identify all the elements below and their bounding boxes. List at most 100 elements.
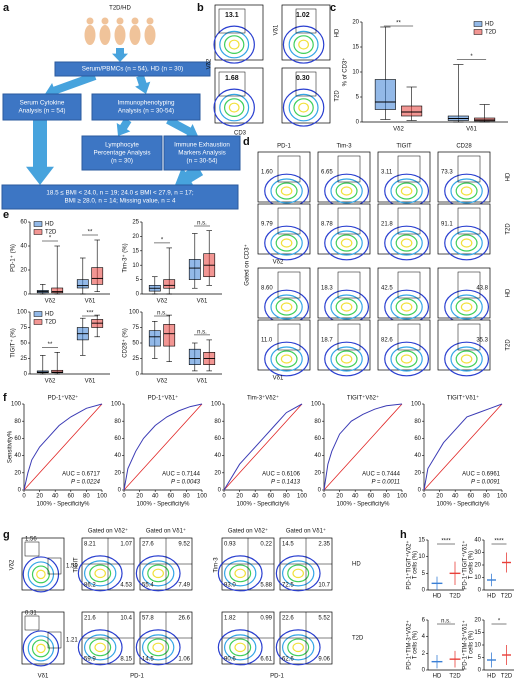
density-contour — [141, 634, 175, 661]
x-tick-label: 60 — [467, 494, 474, 500]
density-contour — [390, 294, 423, 320]
box — [374, 79, 396, 110]
person-head — [86, 17, 94, 25]
chart-title: PD-1⁺Vδ2⁺ — [48, 395, 79, 402]
gate-value: 43.8 — [476, 286, 488, 292]
y-tick-label: 100 — [17, 310, 28, 316]
density-contour — [450, 178, 483, 204]
y-tick-label: 100 — [211, 402, 222, 408]
flow-text: Immune Exhaustion — [174, 142, 230, 149]
x-tick-label: Vδ2 — [45, 299, 56, 305]
y-tick-label: 20 — [14, 470, 21, 476]
gate — [277, 271, 301, 299]
person-body — [99, 25, 111, 45]
box — [91, 267, 104, 285]
density-contour — [282, 88, 325, 127]
density-contour — [444, 225, 490, 261]
panel-letter: e — [3, 209, 9, 221]
density-contour — [89, 638, 112, 657]
quadrant-value: 8.15 — [120, 657, 132, 663]
density-contour — [270, 230, 303, 256]
significance: n.s. — [157, 311, 167, 317]
y-label: Vδ1 — [274, 24, 280, 35]
density-contour — [460, 238, 473, 248]
density-contour — [390, 346, 423, 372]
density-contour — [298, 102, 310, 113]
density-contour — [275, 629, 321, 666]
density-contour — [450, 230, 483, 256]
density-contour — [147, 638, 170, 657]
gate-value: 0.30 — [296, 75, 310, 82]
x-label: PD-1 — [270, 674, 284, 680]
y-tick-label: 60 — [14, 436, 21, 442]
row-label: T2D — [506, 223, 512, 235]
density-contour — [280, 186, 293, 196]
box — [401, 105, 423, 117]
y-tick-label: 10 — [352, 70, 359, 76]
y-tick-label: 40 — [314, 453, 321, 459]
density-contour — [335, 350, 358, 368]
quadrant-value: 1.06 — [178, 657, 190, 663]
panel-letter: g — [3, 529, 10, 541]
quadrant-value: 14.5 — [282, 542, 294, 548]
quadrant-value: 14.5 — [142, 657, 154, 663]
gate-value: 9.79 — [261, 222, 273, 228]
density-contour — [152, 568, 164, 579]
y-tick-label: 0 — [24, 292, 28, 298]
density-contour — [229, 564, 252, 583]
roc-curve — [423, 403, 503, 491]
gate — [397, 155, 421, 183]
density-contour — [217, 629, 263, 666]
density-contour — [455, 182, 478, 200]
density-contour — [234, 642, 246, 653]
legend-label: T2D — [45, 320, 57, 326]
density-contour — [330, 346, 363, 372]
gate — [457, 155, 481, 183]
gate-value: 1.56 — [25, 537, 37, 543]
legend-swatch — [33, 319, 43, 325]
quadrant-value: 93.0 — [224, 583, 236, 589]
gate-value: 1.68 — [225, 75, 239, 82]
density-contour — [280, 354, 293, 364]
column-label: Tim-3 — [336, 144, 352, 150]
gate-value: 11.0 — [261, 338, 273, 344]
x-tick-label: 20 — [436, 494, 443, 500]
y-label: PD-1⁺ (%) — [10, 244, 17, 272]
x-label: Vδ2 — [273, 260, 284, 266]
y-tick-label: 80 — [214, 419, 221, 425]
y-tick-label: 20 — [352, 20, 359, 26]
density-contour — [450, 294, 483, 320]
x-tick-label: 100 — [297, 494, 308, 500]
density-contour — [324, 341, 370, 377]
y-tick-label: 20 — [20, 268, 27, 274]
gate — [337, 155, 361, 183]
quadrant-value: 9.06 — [318, 657, 330, 663]
gate — [337, 271, 361, 299]
legend-swatch — [473, 21, 483, 27]
gate-title: Gated on Vδ1⁺ — [146, 528, 186, 535]
density-contour — [275, 298, 298, 316]
density-contour — [141, 560, 175, 587]
quadrant-value: 10.4 — [120, 616, 132, 622]
y-tick-label: 30 — [474, 550, 481, 556]
gate — [47, 631, 62, 649]
y-tick-label: 80 — [114, 419, 121, 425]
gate-value: 82.6 — [381, 338, 393, 344]
gate — [457, 271, 481, 299]
quadrant-value: 10.7 — [318, 583, 330, 589]
y-tick-label: 5 — [136, 277, 140, 283]
density-contour — [455, 234, 478, 252]
significance: n.s. — [197, 221, 207, 227]
y-tick-label: 75 — [132, 325, 139, 331]
significance: ** — [88, 230, 93, 236]
density-contour — [324, 225, 370, 261]
y-tick-label: 15 — [352, 45, 359, 51]
y-label: Vδ2 — [10, 559, 16, 570]
quadrant-value: 22.6 — [282, 616, 294, 622]
y-label: Sensitivity% — [8, 430, 14, 463]
x-label: CD3 — [234, 131, 247, 137]
arrow — [45, 72, 97, 99]
flow-plot — [437, 151, 491, 203]
x-tick-label: 20 — [236, 494, 243, 500]
gate-value: 1.21 — [66, 638, 78, 644]
